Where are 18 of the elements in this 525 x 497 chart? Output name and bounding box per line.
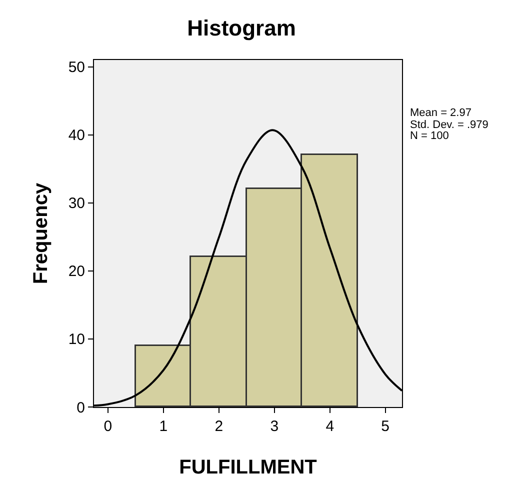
y-tick-label: 0 xyxy=(76,399,85,416)
x-tick-label: 0 xyxy=(104,418,112,435)
x-tick-label: 2 xyxy=(214,418,224,435)
text: N = 100 xyxy=(410,130,449,142)
text: Std. Dev. = .979 xyxy=(410,119,488,131)
y-tick-label: 30 xyxy=(68,195,85,212)
x-tick-label: 5 xyxy=(381,418,390,435)
chart-title: Histogram xyxy=(187,15,296,40)
y-tick-label: 40 xyxy=(68,127,85,144)
x-axis-title: FULFILLMENT xyxy=(179,456,317,478)
x-tick-label: 3 xyxy=(270,418,279,435)
y-tick-label: 10 xyxy=(68,331,85,348)
x-tick-label: 1 xyxy=(159,418,168,435)
y-axis-title: Frequency xyxy=(30,182,52,284)
text: Mean = 2.97 xyxy=(410,107,472,119)
x-tick-label: 4 xyxy=(326,418,334,435)
y-tick-label: 20 xyxy=(68,263,85,280)
y-tick-label: 50 xyxy=(68,59,85,76)
